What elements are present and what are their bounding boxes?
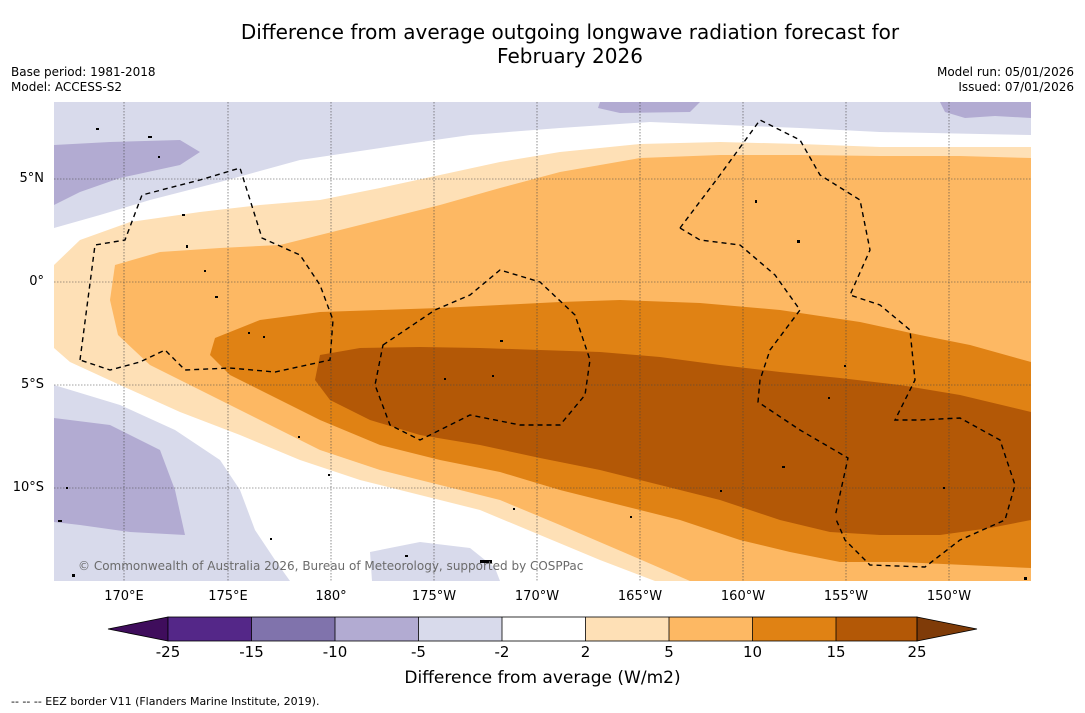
colorbar-tick-5: 5 (664, 643, 674, 661)
region-neg-2-north (54, 102, 1031, 228)
lon-label-155w: 155°W (823, 589, 869, 604)
lon-label-150w: 150°W (926, 589, 972, 604)
eez-borders (79, 119, 1016, 568)
lat-label-10s: 10°S (12, 480, 44, 495)
islands (58, 128, 1027, 580)
colorbar-tick-2: 2 (580, 643, 591, 661)
lon-label-175e: 175°E (208, 589, 248, 604)
lon-label-170w: 170°W (514, 589, 560, 604)
colorbar-label: Difference from average (W/m2) (404, 668, 681, 688)
eez-tuvalu-kiribati-west (79, 167, 334, 373)
chart-title: Difference from average outgoing longwav… (0, 20, 1085, 68)
colorbar-tick-15: 15 (826, 643, 846, 661)
model-name: Model: ACCESS-S2 (11, 80, 123, 94)
lon-label-175w: 175°W (411, 589, 457, 604)
meta-right: Model run: 05/01/2026 Issued: 07/01/2026 (937, 65, 1074, 95)
issued-date: Issued: 07/01/2026 (958, 80, 1074, 94)
model-run: Model run: 05/01/2026 (936, 65, 1074, 79)
lon-label-180: 180° (315, 589, 347, 604)
meta-left: Base period: 1981-2018 Model: ACCESS-S2 (11, 65, 156, 95)
copyright-note: © Commonwealth of Australia 2026, Bureau… (78, 559, 584, 573)
lat-label-0: 0° (29, 274, 44, 289)
lat-gridlines (54, 178, 1031, 489)
lat-label-5s: 5°S (20, 377, 44, 392)
colorbar-tick-neg-2: -2 (494, 643, 510, 661)
eez-line-islands (679, 119, 1016, 568)
colorbar-tick-neg-5: -5 (411, 643, 426, 661)
base-period: Base period: 1981-2018 (11, 65, 156, 79)
lon-label-170e: 170°E (104, 589, 144, 604)
region-neg-5-north-west (54, 140, 200, 205)
lon-label-160w: 160°W (720, 589, 766, 604)
eez-line-islands-inner (679, 227, 849, 518)
colorbar-tick-neg-25: -25 (155, 643, 181, 661)
colorbar-tick-neg-10: -10 (322, 643, 348, 661)
region-neg-5-north-mid (598, 102, 700, 113)
eez-legend-note: -- -- -- EEZ border V11 (Flanders Marine… (11, 695, 320, 708)
chart-title-line1: Difference from average outgoing longwav… (240, 20, 900, 44)
region-neg-2-south-mid (370, 542, 500, 581)
lon-label-165w: 165°W (617, 589, 663, 604)
lat-label-5n: 5°N (19, 171, 45, 186)
chart-title-line2: February 2026 (497, 44, 643, 68)
colorbar-tick-neg-15: -15 (239, 643, 264, 661)
region-neg-5-north-east (940, 102, 1031, 118)
lon-gridlines (123, 102, 950, 581)
colorbar-tick-10: 10 (742, 643, 763, 661)
colorbar-tick-25: 25 (907, 643, 927, 661)
region-neg-5-south-west (54, 418, 185, 535)
